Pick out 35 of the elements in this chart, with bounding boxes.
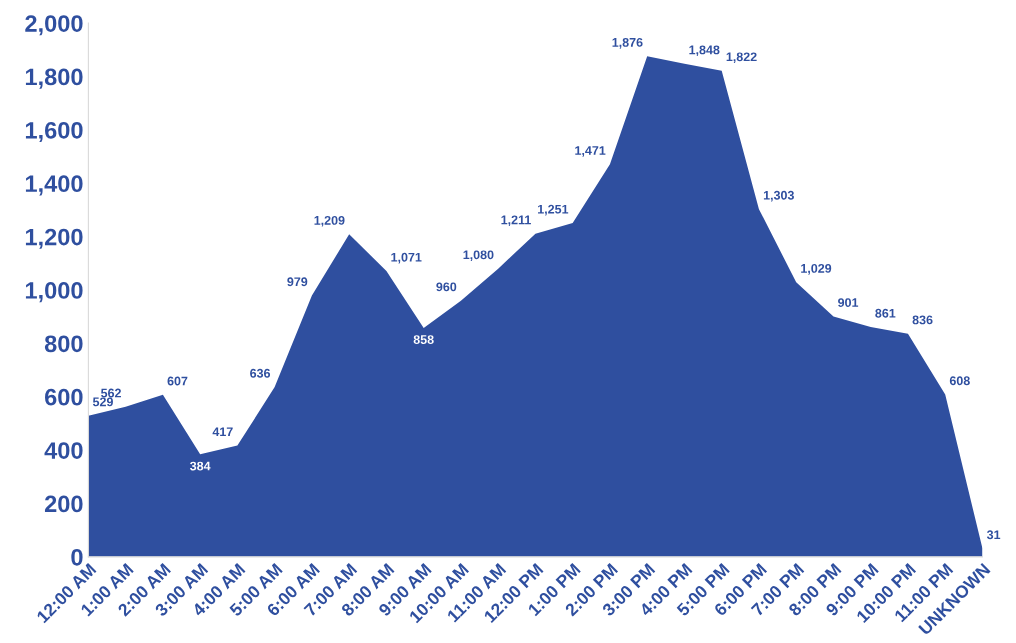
y-tick-label: 200 bbox=[44, 495, 83, 513]
data-label: 858 bbox=[413, 335, 434, 345]
y-tick-label: 1,200 bbox=[25, 228, 83, 249]
y-tick-label: 400 bbox=[44, 442, 83, 459]
data-label: 1,209 bbox=[314, 215, 345, 227]
data-label: 1,303 bbox=[763, 190, 794, 202]
data-label: 861 bbox=[875, 308, 896, 318]
data-label: 979 bbox=[287, 277, 308, 287]
data-label: 607 bbox=[167, 376, 188, 386]
data-label: 1,080 bbox=[463, 250, 494, 262]
y-tick-label: 1,400 bbox=[25, 175, 83, 196]
data-label: 31 bbox=[986, 530, 1001, 540]
y-tick-label: 1,600 bbox=[25, 121, 83, 143]
data-label: 1,251 bbox=[538, 204, 569, 216]
data-label: 636 bbox=[250, 368, 271, 378]
y-tick-label: 2,000 bbox=[25, 15, 83, 36]
data-label: 417 bbox=[212, 427, 233, 437]
data-label: 1,071 bbox=[391, 252, 422, 264]
data-label: 562 bbox=[101, 388, 121, 398]
data-label: 1,029 bbox=[801, 263, 832, 275]
data-label: 1,211 bbox=[501, 215, 531, 227]
y-tick-label: 1,000 bbox=[25, 282, 83, 303]
data-label: 901 bbox=[838, 298, 859, 307]
data-label: 1,876 bbox=[612, 37, 643, 49]
data-label: 608 bbox=[949, 376, 970, 386]
data-label: 1,848 bbox=[689, 45, 720, 57]
y-tick-label: 800 bbox=[44, 335, 83, 353]
data-label: 1,822 bbox=[726, 52, 757, 64]
data-label: 1,471 bbox=[575, 146, 606, 157]
y-tick-label: 1,800 bbox=[25, 68, 83, 89]
data-label: 960 bbox=[436, 282, 457, 292]
data-label: 384 bbox=[190, 461, 211, 471]
data-label: 836 bbox=[912, 315, 933, 325]
y-tick-label: 600 bbox=[45, 388, 83, 406]
data-label: 529 bbox=[92, 397, 113, 407]
